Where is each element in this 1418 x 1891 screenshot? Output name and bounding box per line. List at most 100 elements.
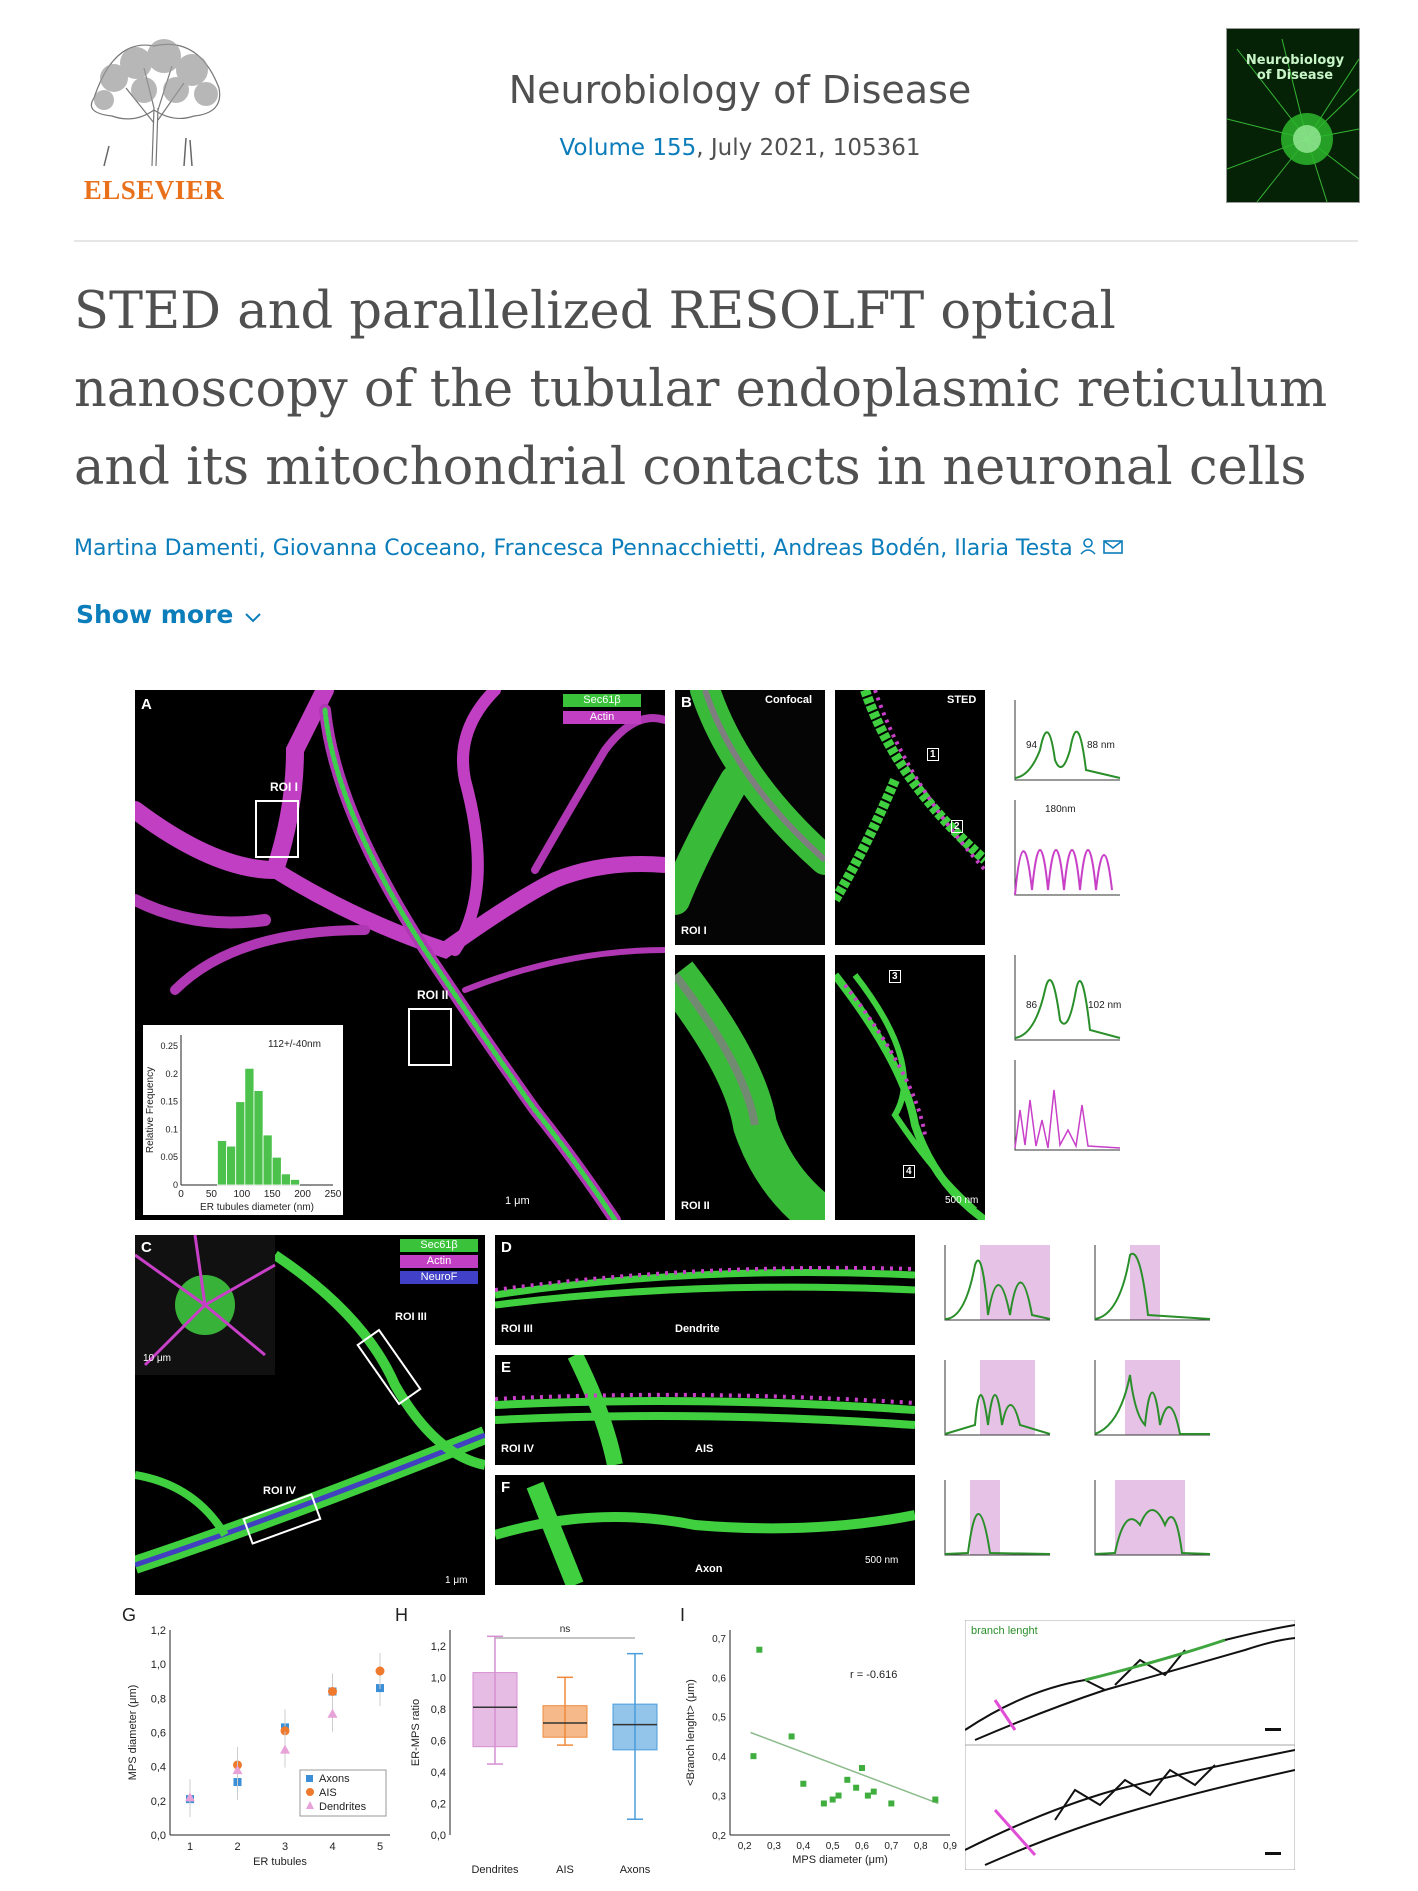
- roi-label: ROI IV: [501, 1443, 535, 1455]
- x-tick-label: 0,5: [826, 1841, 840, 1852]
- sted-header: STED: [947, 694, 977, 706]
- confocal-header: Confocal: [765, 694, 813, 706]
- y-tick-label: 0,3: [712, 1792, 726, 1803]
- y-tick-label: 0: [173, 1180, 178, 1190]
- data-point: [888, 1800, 895, 1807]
- histogram-bar: [280, 1173, 291, 1186]
- journal-issue: Volume 155, July 2021, 105361: [390, 135, 1090, 161]
- roi-box[interactable]: [408, 1008, 452, 1066]
- diameter-histogram: 0 50 100 150 200 250 0 0.05 0.1 0.15 0.2 0.25 ER tub…: [143, 1025, 343, 1215]
- y-tick-label: 0,5: [712, 1713, 726, 1724]
- mps-diameter-chart: 0,0 0,2 0,4 0,6 0,8 1,0 1,2 1 2 3 4 5 ER tubules MPS …: [127, 1625, 390, 1868]
- elsevier-logo[interactable]: ELSEVIER: [74, 28, 234, 206]
- x-tick-label: Axons: [620, 1864, 651, 1876]
- segment-label: Axon: [695, 1563, 723, 1575]
- y-tick-label: 1,2: [151, 1625, 166, 1637]
- data-point: [820, 1800, 827, 1807]
- annotation: 94: [1026, 740, 1038, 751]
- data-point: [829, 1796, 836, 1803]
- author-list[interactable]: Martina Damenti, Giovanna Coceano, Franc…: [74, 536, 1123, 561]
- person-icon[interactable]: [1079, 536, 1097, 561]
- panel-letter-e: E: [501, 1359, 512, 1376]
- legend-actin: Actin: [563, 711, 641, 724]
- y-tick-label: 0,6: [151, 1728, 166, 1740]
- roi-label: ROI II: [417, 988, 449, 1002]
- data-point: [788, 1733, 795, 1740]
- header-divider: [74, 240, 1358, 242]
- annotation: 102 nm: [1088, 1000, 1121, 1011]
- x-tick-label: 0,3: [767, 1841, 781, 1852]
- elsevier-tree-icon: [74, 28, 234, 168]
- panel-h-chart: 0,0 0,2 0,4 0,6 0,8 1,0 1,2 ER-MPS ratio ns Dendr…: [405, 1610, 675, 1880]
- roi-label: ROI I: [681, 925, 707, 937]
- chevron-down-icon: [245, 600, 262, 629]
- y-tick-label: 0,8: [151, 1693, 166, 1705]
- legend-neurof: NeuroF: [400, 1271, 478, 1284]
- elsevier-wordmark: ELSEVIER: [83, 175, 225, 205]
- segment-label: Dendrite: [675, 1323, 720, 1335]
- y-tick-label: 0,2: [712, 1831, 726, 1842]
- segment-label: AIS: [695, 1443, 714, 1455]
- data-point: [280, 1744, 290, 1754]
- x-tick-label: 50: [206, 1189, 218, 1200]
- y-tick-label: 0,0: [431, 1830, 446, 1842]
- panel-i-chart: 0,2 0,3 0,4 0,5 0,6 0,7 0,8 0,9 0,2 0,3 0,4 0,5 0,6 0…: [680, 1610, 960, 1880]
- x-tick-label: 4: [329, 1841, 335, 1853]
- legend-box: [299, 1769, 387, 1817]
- panel-letter-h: H: [395, 1605, 408, 1625]
- branch-label: branch lenght: [971, 1625, 1038, 1637]
- histogram-bar: [244, 1067, 255, 1186]
- x-tick-label: 250: [325, 1189, 342, 1200]
- cover-title: Neurobiology of Disease: [1245, 53, 1345, 83]
- data-point: [844, 1776, 851, 1783]
- scale-bar-label: 500 nm: [865, 1555, 899, 1566]
- panel-b-confocal-roi2: ROI II: [675, 955, 825, 1220]
- y-tick-label: 0.15: [160, 1097, 178, 1107]
- branch-length-chart: 0,2 0,3 0,4 0,5 0,6 0,7 0,8 0,9 0,2 0,3 0,4 0,5 0,6 0…: [685, 1630, 957, 1866]
- panel-c-image: C Sec61β Actin NeuroF ROI III ROI IV 10 …: [135, 1235, 485, 1595]
- x-tick-label: 1: [187, 1841, 193, 1853]
- data-point: [835, 1792, 842, 1799]
- panel-letter-i: I: [680, 1605, 686, 1625]
- y-tick-label: 1,0: [151, 1659, 166, 1671]
- significance-label: ns: [560, 1624, 571, 1635]
- panel-g-chart: 0,0 0,2 0,4 0,6 0,8 1,0 1,2 1 2 3 4 5 ER tubules MPS …: [120, 1610, 400, 1880]
- x-tick-label: 5: [377, 1841, 383, 1853]
- show-more-button[interactable]: Show more: [76, 600, 262, 629]
- x-axis-label: ER tubules: [253, 1856, 307, 1868]
- article-title: STED and parallelized RESOLFT optical na…: [74, 273, 1364, 507]
- histogram-bar: [253, 1090, 264, 1186]
- roi-box[interactable]: [255, 800, 299, 858]
- fit-line: [750, 1731, 939, 1805]
- annotation: r = -0.616: [850, 1669, 897, 1681]
- article-figure[interactable]: A Sec61β Actin ROI I ROI II 1 μm 0 50 100 1…: [120, 690, 1300, 1880]
- histogram-bar: [217, 1140, 228, 1186]
- panel-e-image: E ROI IV AIS: [495, 1355, 915, 1465]
- x-tick-label: 200: [294, 1189, 311, 1200]
- x-tick-label: 2: [234, 1841, 240, 1853]
- box: [542, 1705, 588, 1738]
- panel-letter-a: A: [141, 696, 152, 713]
- panel-letter-d: D: [501, 1239, 512, 1256]
- envelope-icon[interactable]: [1102, 536, 1123, 561]
- title-line: and its mitochondrial contacts in neuron…: [74, 438, 1307, 497]
- issue-info: , July 2021, 105361: [696, 135, 921, 161]
- profile-number: 4: [903, 1165, 915, 1178]
- box: [472, 1672, 518, 1748]
- journal-title[interactable]: Neurobiology of Disease: [508, 68, 972, 112]
- author-names[interactable]: Martina Damenti, Giovanna Coceano, Franc…: [74, 536, 1073, 561]
- panel-b-sted-roi2: 3 4 500 nm: [835, 955, 985, 1220]
- y-tick-label: 0,8: [431, 1704, 446, 1716]
- journal-cover-thumbnail[interactable]: Neurobiology of Disease: [1226, 28, 1360, 203]
- data-point: [232, 1765, 243, 1775]
- annotation: 112+/-40nm: [268, 1039, 321, 1050]
- box: [612, 1703, 658, 1751]
- volume-link[interactable]: Volume 155: [559, 135, 697, 161]
- y-tick-label: 0.2: [165, 1069, 178, 1079]
- data-point: [870, 1788, 877, 1795]
- data-point: [932, 1796, 939, 1803]
- panel-letter-f: F: [501, 1479, 511, 1496]
- histogram-bar: [271, 1156, 282, 1186]
- histogram-bar: [290, 1179, 300, 1186]
- profile-number: 2: [951, 820, 963, 833]
